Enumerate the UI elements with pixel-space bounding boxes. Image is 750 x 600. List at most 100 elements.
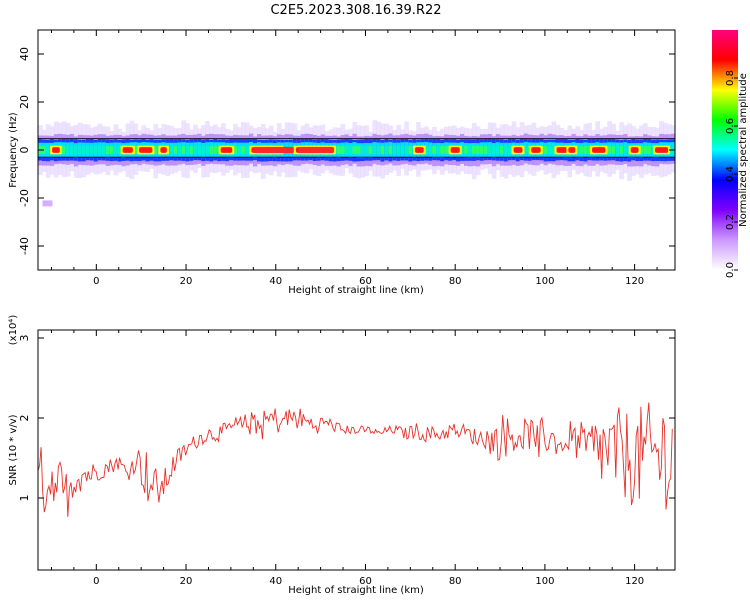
spectrogram-core-cell: [487, 146, 493, 154]
snr-y-ticks: 1 2 3: [18, 335, 675, 502]
spectrogram-x-tick-label: 40: [269, 276, 282, 287]
spectrogram-hot-cell: [450, 147, 460, 153]
spectrogram-core-cell: [241, 146, 246, 154]
spectrogram-core-cell: [93, 146, 99, 154]
spectrogram-core-cell: [499, 146, 505, 154]
spectrogram-core-cell: [551, 146, 557, 154]
spectrogram-core-cell: [380, 146, 385, 154]
spectrogram-x-tick-label: 80: [449, 276, 462, 287]
spectrogram-core-cell: [245, 146, 250, 154]
spectrogram-y-label: Frequency (Hz): [8, 112, 19, 188]
snr-y-tick-label: 3: [18, 335, 31, 342]
snr-x-tick-label: 80: [449, 576, 462, 587]
snr-y-tick-label: 2: [18, 415, 31, 422]
spectrogram-speckle: [42, 200, 53, 207]
spectrogram-core-cell: [356, 146, 362, 154]
spectrogram-core-cell: [185, 146, 190, 154]
spectrogram-core-cell: [101, 146, 107, 154]
spectrogram-core-cell: [460, 146, 465, 154]
spectrogram-core-cell: [348, 146, 354, 154]
spectrogram-core-cell: [376, 146, 381, 154]
spectrogram-core-cell: [213, 146, 218, 154]
spectrogram-core-cell: [360, 146, 366, 154]
colorbar-tick-label: 0.4: [725, 166, 736, 182]
colorbar-tick-label: 0.6: [725, 118, 736, 134]
spectrogram-x-tick-label: 20: [180, 276, 193, 287]
spectrogram-core-cell: [41, 146, 47, 154]
spectrogram-core-cell: [495, 146, 501, 154]
spectrogram-core-cell: [467, 146, 473, 154]
snr-x-label: Height of straight line (km): [288, 585, 424, 596]
spectrogram-x-tick-label: 60: [359, 276, 372, 287]
spectrogram-y-tick-label: 40: [18, 47, 31, 61]
spectrogram-core-cell: [177, 146, 182, 154]
spectrogram-y-tick-label: -20: [18, 189, 31, 207]
spectrogram-core-cell: [647, 146, 652, 154]
spectrogram-x-tick-label: 100: [535, 276, 554, 287]
spectrogram-core-cell: [475, 146, 481, 154]
colorbar-tick-label: 0.2: [725, 214, 736, 230]
spectrogram-core-cell: [579, 146, 585, 154]
spectrogram-core-cell: [69, 146, 75, 154]
spectrogram-core-cell: [372, 146, 378, 154]
spectrogram-x-tick-label: 0: [93, 276, 99, 287]
chart-title: C2E5.2023.308.16.39.R22: [270, 3, 441, 18]
spectrogram-core-cell: [503, 146, 509, 154]
snr-panel: 0 20 40 60 80 100 120 1 2 3 Height of straight l…: [8, 315, 676, 596]
spectrogram-hot-cell: [630, 147, 639, 153]
spectrogram-core-cell: [193, 146, 198, 154]
spectrogram-core-cell: [479, 146, 485, 154]
snr-x-tick-label: 60: [359, 576, 372, 587]
snr-x-tick-label: 100: [535, 576, 554, 587]
spectrogram-core-cell: [97, 146, 103, 154]
spectrogram-y-tick-label: 0: [18, 147, 31, 154]
spectrogram-core-cell: [45, 146, 51, 154]
spectrogram-core-cell: [153, 146, 159, 154]
spectrogram-hot-run: [253, 146, 294, 154]
spectrogram-core-cell: [169, 146, 174, 154]
colorbar: 0.0 0.2 0.4 0.6 0.8 Normalized spectral ampl…: [712, 30, 749, 278]
spectrogram-hot-cell: [52, 147, 60, 153]
spectrogram-core-cell: [197, 146, 202, 154]
spectrogram-core-cell: [89, 146, 95, 154]
colorbar-bar: [712, 30, 738, 270]
spectrogram-core-cell: [205, 146, 210, 154]
spectrogram-x-tick-label: 120: [625, 276, 644, 287]
snr-y-tick-label: 1: [18, 495, 31, 502]
spectrogram-core-cell: [81, 146, 87, 154]
spectrogram-core-cell: [233, 146, 238, 154]
spectrogram-core-cell: [444, 146, 449, 154]
colorbar-ticks: 0.0 0.2 0.4 0.6 0.8: [725, 70, 738, 278]
spectrogram-x-ticks: 0 20 40 60 80 100 120: [50, 30, 658, 287]
spectrogram-core-cell: [77, 146, 83, 154]
spectrogram-hot-cell: [568, 147, 576, 153]
spectrogram-hot-cell: [592, 147, 606, 153]
snr-x-tick-label: 120: [625, 576, 644, 587]
spectrogram-hot-cell: [414, 147, 424, 153]
snr-x-tick-label: 20: [180, 576, 193, 587]
spectrogram-core-cell: [113, 146, 119, 154]
spectrogram-core-cell: [428, 146, 433, 154]
spectrogram-core-cell: [607, 146, 612, 154]
spectrogram-core-cell: [392, 146, 397, 154]
spectrogram-core-cell: [583, 146, 589, 154]
spectrogram-core-cell: [340, 146, 346, 154]
spectrogram-core-cell: [408, 146, 413, 154]
spectrogram-core-cell: [547, 146, 553, 154]
spectrogram-core-cell: [65, 146, 71, 154]
spectrogram-core-cell: [639, 146, 644, 154]
spectrogram-core-cell: [209, 146, 214, 154]
spectrogram-core-cell: [619, 146, 624, 154]
spectrogram-hot-cell: [220, 147, 233, 153]
spectrogram-core-cell: [611, 146, 616, 154]
spectrogram-hot-cell: [654, 147, 669, 153]
snr-x-ticks: 0 20 40 60 80 100 120: [50, 330, 658, 587]
spectrogram-core-cell: [436, 146, 441, 154]
snr-series-line: [38, 402, 673, 517]
spectrogram-core-cell: [61, 146, 67, 154]
spectrogram-core-cell: [575, 146, 581, 154]
spectrogram-hot-cell: [138, 147, 153, 153]
spectrogram-core-cell: [483, 146, 489, 154]
spectrogram-core-cell: [173, 146, 178, 154]
